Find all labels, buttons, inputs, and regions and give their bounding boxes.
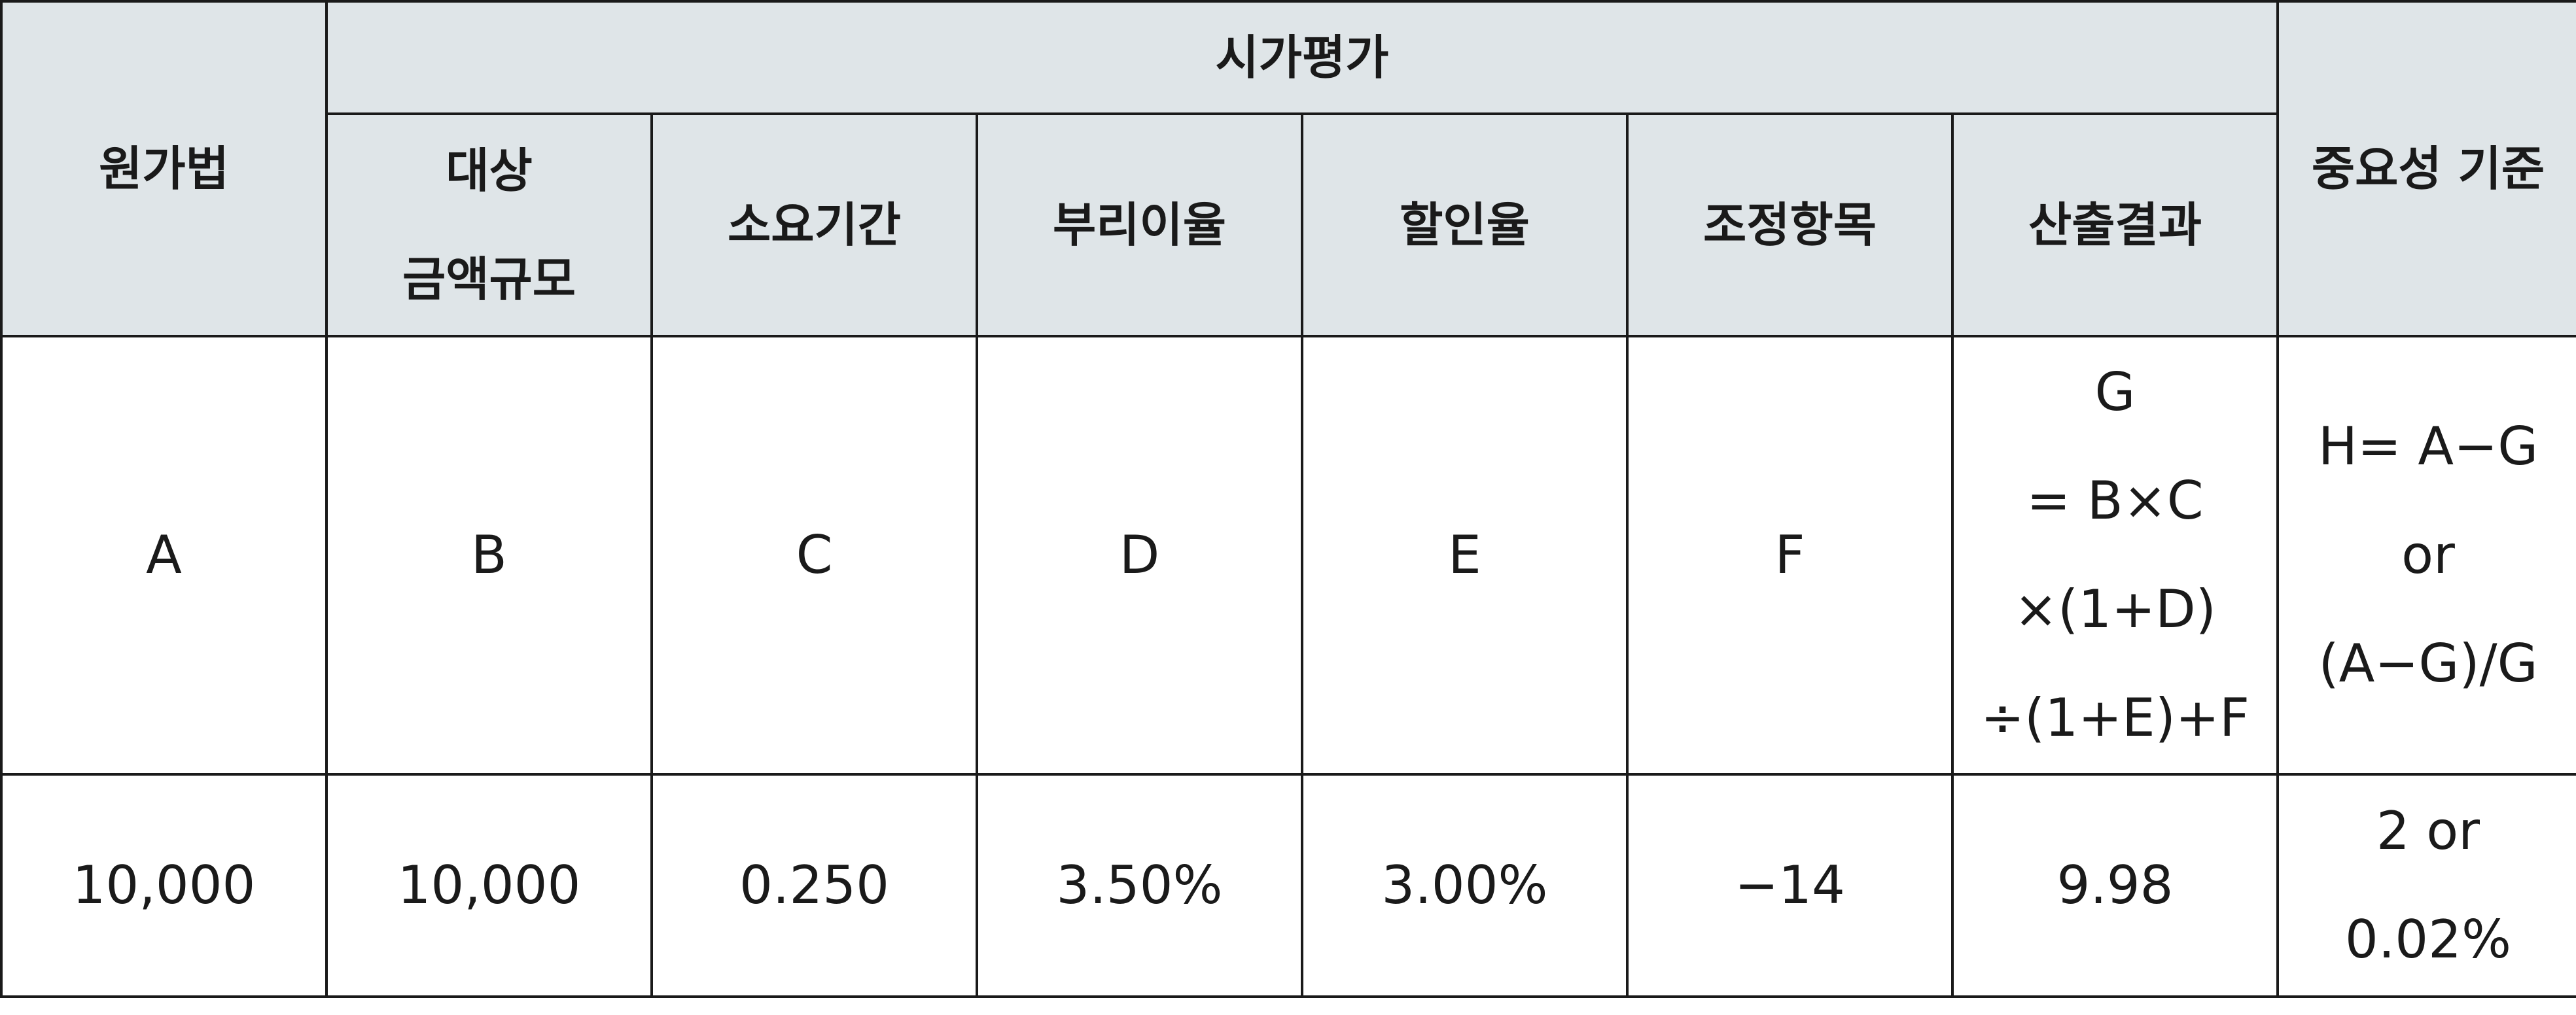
symbol-materiality-formula: H= A−G or (A−G)/G — [2276, 335, 2576, 776]
value-result: 9.98 — [1951, 773, 2279, 998]
materiality-formula-line-2: or — [2401, 525, 2455, 585]
header-row-sub: 대상 금액규모 소요기간 부리이율 할인율 조정항목 산출결과 — [1, 112, 2576, 337]
header-target-amount-line-1: 대상 — [446, 143, 533, 198]
header-market-valuation: 시가평가 — [325, 0, 2279, 115]
header-adjustment: 조정항목 — [1626, 112, 1954, 337]
materiality-formula-line-1: H= A−G — [2318, 416, 2539, 477]
header-result: 산출결과 — [1951, 112, 2279, 337]
value-materiality: 2 or 0.02% — [2276, 773, 2576, 998]
symbol-target-amount: B — [325, 335, 653, 776]
formula-line-4: ÷(1+E)+F — [1981, 687, 2250, 748]
symbol-interest-rate: D — [976, 335, 1303, 776]
value-row: 10,000 10,000 0.250 3.50% 3.00% −14 9.98… — [0, 773, 2576, 998]
symbol-period: C — [650, 335, 978, 776]
header-row-top: 원가법 시가평가 중요성 기준 — [0, 0, 2576, 337]
symbol-result-formula: G = B×C ×(1+D) ÷(1+E)+F — [1951, 335, 2279, 776]
formula-line-1: G — [2094, 362, 2136, 422]
value-target-amount: 10,000 — [325, 773, 653, 998]
symbol-adjustment: F — [1626, 335, 1954, 776]
formula-line-2: = B×C — [2026, 470, 2204, 531]
header-interest-rate: 부리이율 — [976, 112, 1303, 337]
value-materiality-line-2: 0.02% — [2344, 909, 2512, 970]
value-cost: 10,000 — [0, 773, 328, 998]
header-target-amount: 대상 금액규모 — [325, 112, 653, 337]
formula-line-3: ×(1+D) — [2014, 579, 2216, 640]
value-interest-rate: 3.50% — [976, 773, 1303, 998]
header-target-amount-line-2: 금액규모 — [402, 252, 576, 307]
header-discount-rate: 할인율 — [1301, 112, 1629, 337]
materiality-formula-line-3: (A−G)/G — [2318, 633, 2538, 694]
value-period: 0.250 — [650, 773, 978, 998]
symbol-discount-rate: E — [1301, 335, 1629, 776]
symbol-cost: A — [0, 335, 328, 776]
header-period: 소요기간 — [650, 112, 978, 337]
value-discount-rate: 3.00% — [1301, 773, 1629, 998]
value-materiality-line-1: 2 or — [2376, 800, 2480, 861]
value-adjustment: −14 — [1626, 773, 1954, 998]
header-cost-method: 원가법 — [0, 0, 328, 337]
symbol-row: A B C D E F G = B×C ×(1+D) ÷(1+E)+F H= A… — [0, 335, 2576, 776]
header-materiality: 중요성 기준 — [2276, 0, 2576, 337]
